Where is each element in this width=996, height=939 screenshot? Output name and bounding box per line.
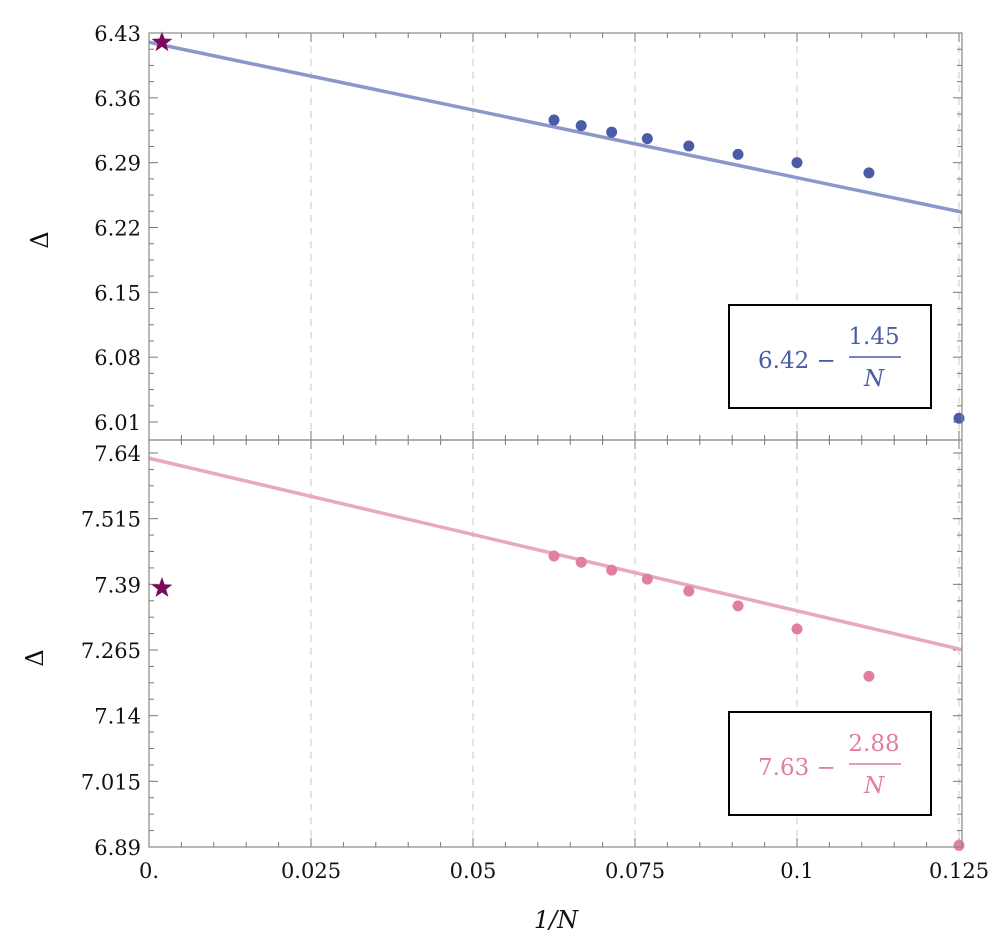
fit-legend-top: 6.42 − 1.45 N [728,304,932,409]
x-tick-label: 0.1 [780,859,813,883]
data-point [732,600,744,612]
y-tick-label: 6.01 [94,411,141,435]
data-point [575,556,587,568]
y-tick-label: 6.29 [94,152,141,176]
y-axis-title-bottom: Δ [21,649,49,666]
y-axis-title-top: Δ [26,231,54,248]
x-tick-label: 0.125 [929,859,989,883]
y-tick-label: 6.89 [94,836,141,860]
fit-legend-top-numerator: 1.45 [848,324,899,350]
x-tick-label: 0.025 [281,859,341,883]
fit-legend-bottom-denominator: N [863,773,885,799]
data-point [953,412,965,424]
y-tick-label: 7.14 [94,705,141,729]
fit-line [148,40,963,214]
data-point [683,140,695,152]
y-tick-label: 6.36 [94,87,141,111]
data-point [791,157,803,169]
data-series [148,31,965,851]
x-tick-label: 0.075 [605,859,665,883]
data-point [641,133,653,145]
data-point [863,670,875,682]
data-point [548,550,560,562]
y-tick-label: 7.015 [81,770,141,794]
fit-legend-bottom: 7.63 − 2.88 N [728,711,932,816]
data-point [683,585,695,597]
y-tick-label: 7.39 [94,573,141,597]
y-tick-label: 6.15 [94,281,141,305]
y-tick-label: 7.515 [81,508,141,532]
fit-legend-top-denominator: N [863,366,885,392]
star-marker [151,31,173,52]
data-point [606,564,618,576]
data-point [732,148,744,160]
x-tick-label: 0. [139,859,159,883]
data-point [548,114,560,126]
data-point [863,167,875,179]
y-tick-label: 7.265 [81,639,141,663]
data-point [606,126,618,138]
tick-labels: 6.01 6.08 6.15 6.22 6.29 6.36 6.43 6.89 7.015 7.1… [81,22,989,883]
data-point [641,573,653,585]
fit-legend-bottom-numerator: 2.88 [848,731,899,757]
data-point [953,839,965,851]
fit-legend-bottom-lead: 7.63 − [758,755,836,781]
plot-frame [148,32,963,848]
x-tick-label: 0.05 [450,859,497,883]
y-tick-label: 6.43 [94,22,141,46]
fit-legend-top-lead: 6.42 − [758,348,836,374]
y-tick-label: 6.22 [94,217,141,241]
x-axis-title: 1/N [534,906,579,934]
data-point [575,120,587,132]
axis-ticks [148,32,962,848]
data-point [791,623,803,635]
star-marker [151,577,173,597]
y-tick-label: 7.64 [94,442,141,466]
y-tick-label: 6.08 [94,346,141,370]
